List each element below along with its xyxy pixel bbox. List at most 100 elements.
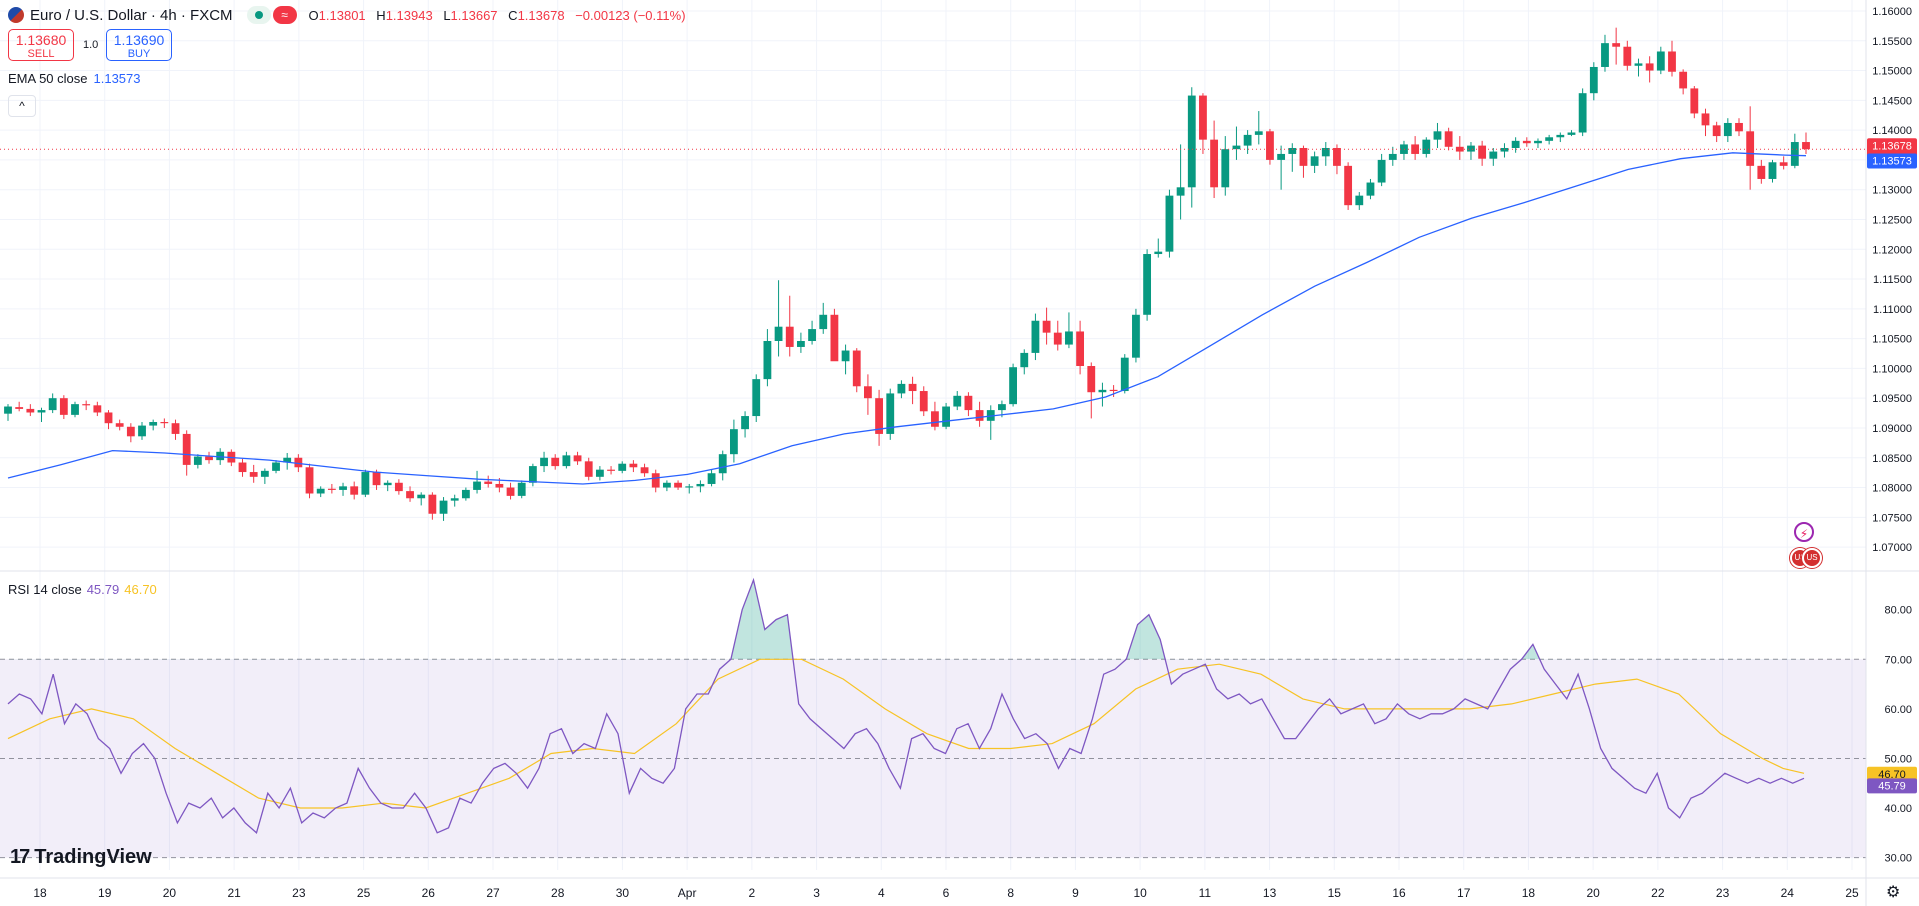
tradingview-logo[interactable]: 17 TradingView — [10, 846, 152, 869]
candle-up — [1355, 192, 1364, 210]
candle-up — [1221, 136, 1230, 196]
close-value: 1.13678 — [517, 7, 565, 23]
candle-down — [1076, 320, 1085, 375]
candle-body — [886, 393, 895, 434]
candle-body — [1411, 144, 1420, 154]
candle-body — [1388, 153, 1397, 160]
candle-body — [260, 470, 269, 477]
candle-up — [1098, 382, 1107, 407]
candle-body — [640, 467, 649, 474]
price-tick-label: 1.14500 — [1872, 95, 1912, 107]
candle-down — [82, 400, 91, 411]
x-tick-label: 15 — [1328, 886, 1342, 900]
candle-down — [1779, 156, 1788, 170]
candle-body — [562, 455, 571, 467]
rsi-tick-label: 70.00 — [1884, 654, 1912, 666]
buy-button[interactable]: 1.13690 BUY — [106, 29, 172, 61]
candle-down — [327, 483, 336, 494]
candle-up — [796, 332, 805, 353]
candle-body — [1534, 140, 1542, 144]
candle-body — [662, 482, 671, 488]
data-delay-icon[interactable]: ≈ — [272, 6, 297, 24]
candle-body — [808, 329, 816, 341]
us-event-icon-2[interactable]: US — [1802, 548, 1822, 568]
candle-up — [1176, 144, 1185, 220]
candle-body — [439, 500, 448, 514]
candle-up — [763, 329, 772, 387]
candle-up — [1377, 153, 1386, 187]
rsi-ma-legend-value: 46.70 — [124, 582, 157, 597]
candle-body — [942, 406, 950, 427]
x-tick-label: 22 — [1651, 886, 1665, 900]
candle-body — [1154, 251, 1163, 255]
x-tick-label: 2 — [749, 886, 756, 900]
candle-body — [774, 326, 783, 341]
candle-body — [1757, 165, 1766, 179]
candle-body — [138, 425, 146, 437]
candle-down — [1042, 307, 1051, 345]
candle-up — [1009, 363, 1018, 407]
candle-body — [595, 469, 604, 477]
candle-down — [1690, 86, 1699, 119]
bolt-icon[interactable]: ⚡ — [1794, 522, 1814, 542]
candle-down — [573, 451, 582, 465]
rsi-overbought-fill — [730, 580, 1540, 660]
market-open-icon[interactable] — [246, 6, 271, 24]
candle-up — [562, 451, 571, 469]
candle-down — [1053, 320, 1062, 351]
x-tick-label: 20 — [163, 886, 177, 900]
rsi-tag-bg — [1867, 778, 1917, 794]
rsi-legend[interactable]: RSI 14 close 45.79 46.70 — [8, 582, 157, 597]
candle-body — [473, 481, 481, 490]
candle-body — [238, 462, 247, 473]
candle-up — [685, 483, 694, 494]
gear-icon[interactable]: ⚙ — [1886, 884, 1901, 901]
rsi-band-fill — [0, 659, 1866, 858]
candle-down — [15, 401, 24, 412]
candle-down — [1344, 162, 1353, 210]
candle-body — [361, 472, 370, 495]
x-tick-label: 9 — [1072, 886, 1079, 900]
collapse-legend-button[interactable]: ^ — [8, 95, 36, 117]
x-tick-label: 30 — [616, 886, 630, 900]
symbol-title[interactable]: Euro / U.S. Dollar · 4h · FXCM — [30, 6, 233, 24]
candle-up — [1277, 145, 1286, 190]
ema-legend[interactable]: EMA 50 close 1.13573 — [8, 71, 141, 86]
candle-up — [1467, 142, 1475, 160]
candle-body — [1199, 95, 1207, 140]
ema-price-tag: 1.13573 — [1867, 153, 1917, 169]
candle-down — [1522, 137, 1531, 147]
candle-up — [138, 422, 146, 440]
candle-body — [417, 494, 426, 499]
price-grid — [0, 0, 1866, 870]
candle-body — [528, 466, 537, 483]
candle-up — [71, 401, 79, 418]
market-status[interactable]: ≈ — [246, 6, 297, 24]
candle-body — [1478, 145, 1487, 159]
candle-body — [953, 395, 962, 407]
candle-down — [238, 458, 247, 477]
candle-up — [897, 380, 906, 399]
sell-button[interactable]: 1.13680 SELL — [8, 29, 74, 61]
candle-body — [1735, 122, 1743, 132]
candle-up — [942, 402, 950, 430]
candle-down — [59, 395, 68, 420]
candle-up — [1489, 147, 1498, 166]
tradingview-mark-icon: 17 — [10, 846, 30, 868]
x-tick-label: 18 — [33, 886, 47, 900]
candle-up — [1020, 349, 1029, 375]
candle-body — [1668, 51, 1676, 72]
candle-body — [249, 472, 258, 477]
rsi-ma-tag-text: 46.70 — [1878, 769, 1906, 781]
candle-body — [1321, 147, 1330, 157]
candle-body — [461, 489, 470, 499]
candle-body — [1679, 71, 1688, 89]
candle-down — [1411, 136, 1420, 160]
candle-down — [931, 401, 939, 431]
candle-body — [1120, 357, 1129, 392]
candle-up — [361, 469, 370, 498]
candle-down — [1679, 69, 1688, 95]
candle-body — [1344, 165, 1353, 206]
candle-body — [1690, 88, 1699, 114]
